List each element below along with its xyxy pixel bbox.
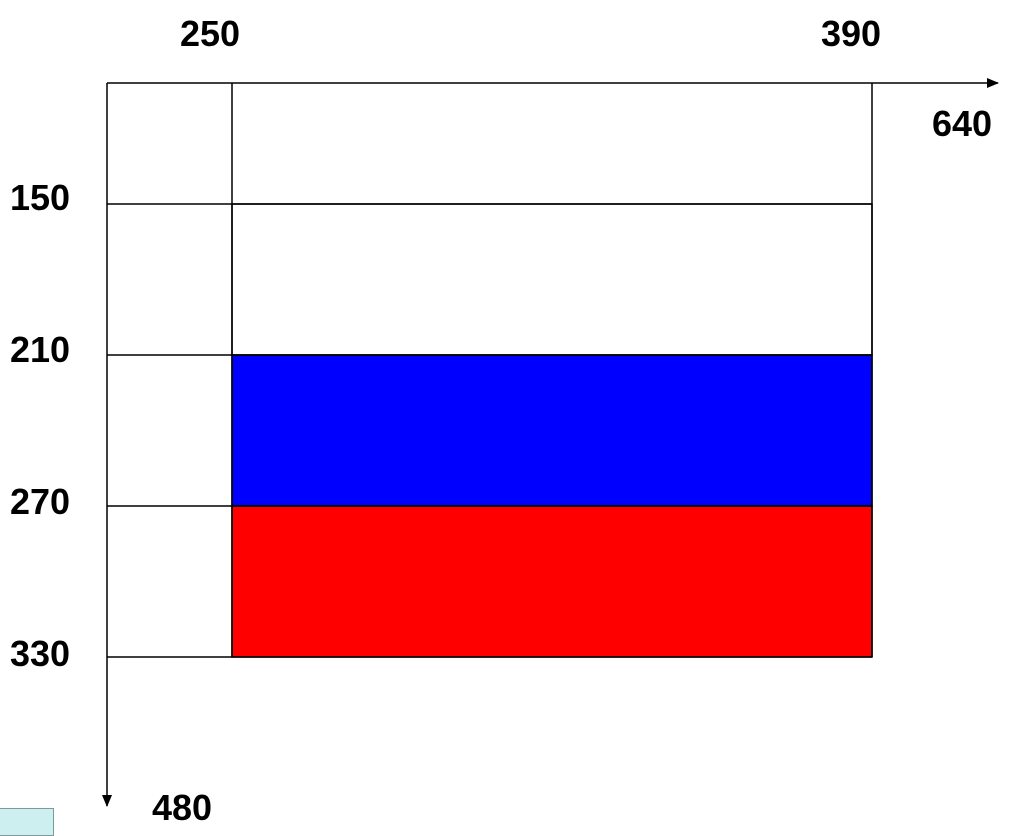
y-tick-label-150: 150 xyxy=(10,177,71,218)
y-extent-label: 480 xyxy=(152,787,213,828)
y-tick-label-210: 210 xyxy=(10,329,71,370)
y-tick-label-330: 330 xyxy=(10,633,71,674)
white-stripe xyxy=(231,203,873,356)
corner-box xyxy=(0,808,54,836)
y-tick-label-270: 270 xyxy=(10,481,71,522)
red-stripe xyxy=(231,505,873,658)
x-tick-label-390: 390 xyxy=(821,13,882,54)
x-tick-label-250: 250 xyxy=(180,13,241,54)
blue-stripe xyxy=(231,354,873,507)
x-extent-label: 640 xyxy=(932,103,993,144)
